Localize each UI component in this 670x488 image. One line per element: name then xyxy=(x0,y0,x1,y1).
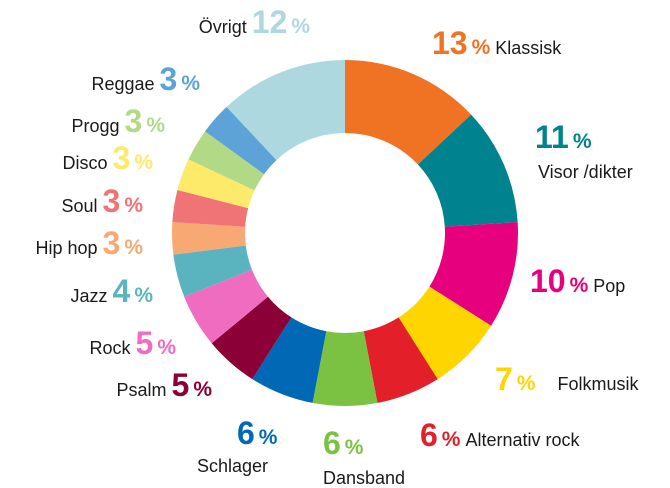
donut-slice xyxy=(211,296,292,380)
value-unit: % xyxy=(134,151,153,174)
category-label: Reggae xyxy=(91,74,154,94)
value-number: 12 xyxy=(252,4,288,40)
category-label: Rock xyxy=(90,338,132,358)
value-unit: % xyxy=(193,378,212,401)
value-number: 3 xyxy=(103,225,121,261)
slice-label: 6% Alternativ rock xyxy=(420,417,581,453)
slice-label: Disco 3% xyxy=(63,140,154,176)
slice-label: Soul 3% xyxy=(61,183,143,219)
category-label: Psalm xyxy=(117,380,167,400)
category-label: Jazz xyxy=(71,286,108,306)
donut-slice xyxy=(173,245,253,297)
slice-label: Progg 3% xyxy=(71,103,165,139)
value-label: 11% xyxy=(535,119,592,155)
category-label: Schlager xyxy=(197,456,268,476)
category-label: Pop xyxy=(593,276,625,296)
slice-label: Psalm 5% xyxy=(117,367,213,403)
donut-slice xyxy=(171,222,246,255)
value-unit: % xyxy=(570,274,589,297)
value-number: 3 xyxy=(160,61,178,97)
value-number: 3 xyxy=(103,183,121,219)
donut-slice xyxy=(417,114,518,227)
value-number: 10 xyxy=(530,263,566,299)
donut-slice xyxy=(312,331,378,406)
value-number: 5 xyxy=(172,367,190,403)
slice-label: 10% Pop xyxy=(530,263,625,299)
slice-label: Reggae 3% xyxy=(91,61,200,97)
value-number: 3 xyxy=(113,140,131,176)
donut-slice xyxy=(345,60,472,165)
value-label: 6% xyxy=(237,415,278,451)
category-label: Hip hop xyxy=(35,238,97,258)
value-number: 6 xyxy=(420,417,438,453)
donut-slice xyxy=(177,159,255,209)
category-label: Dansband xyxy=(323,468,405,488)
value-number: 5 xyxy=(136,325,154,361)
value-unit: % xyxy=(291,15,310,38)
value-number: 13 xyxy=(432,25,468,61)
slice-label: 13% Klassisk xyxy=(432,25,562,61)
value-unit: % xyxy=(472,36,491,59)
category-label: Folkmusik xyxy=(557,374,639,394)
donut-slice xyxy=(184,269,268,344)
donut-slice xyxy=(398,286,492,380)
value-number: 7 xyxy=(495,361,513,397)
category-label: Progg xyxy=(71,116,119,136)
donut-slice xyxy=(205,106,277,175)
slice-label: Hip hop 3% xyxy=(35,225,143,261)
value-label: 6% xyxy=(323,425,364,461)
donut-slice xyxy=(226,60,345,161)
value-unit: % xyxy=(146,114,165,137)
value-number: 11 xyxy=(535,119,569,155)
value-number: 6 xyxy=(237,415,255,451)
category-label: Soul xyxy=(61,196,97,216)
value-number: 4 xyxy=(113,273,131,309)
category-label: Disco xyxy=(63,153,108,173)
donut-slice xyxy=(252,317,327,403)
value-unit: % xyxy=(259,426,278,449)
value-number: 6 xyxy=(323,425,341,461)
value-unit: % xyxy=(134,284,153,307)
value-unit: % xyxy=(181,72,200,95)
value-unit: % xyxy=(345,436,364,459)
value-unit: % xyxy=(517,372,536,395)
value-unit: % xyxy=(124,236,143,259)
value-unit: % xyxy=(573,130,592,153)
slice-label: Rock 5% xyxy=(90,325,177,361)
slice-label: Övrigt 12% xyxy=(199,4,311,40)
category-label: Visor /dikter xyxy=(538,162,633,182)
value-number: 3 xyxy=(125,103,143,139)
category-label: Övrigt xyxy=(199,17,247,37)
donut-slice xyxy=(429,222,518,326)
slice-label: 7% Folkmusik xyxy=(495,361,639,397)
donut-slice xyxy=(363,317,438,403)
category-label: Alternativ rock xyxy=(465,430,580,450)
value-unit: % xyxy=(442,428,461,451)
category-label: Klassisk xyxy=(495,38,562,58)
donut-slice xyxy=(172,189,249,227)
value-unit: % xyxy=(157,336,176,359)
value-unit: % xyxy=(124,194,143,217)
donut-slice xyxy=(188,131,265,191)
slice-label: Jazz 4% xyxy=(71,273,154,309)
